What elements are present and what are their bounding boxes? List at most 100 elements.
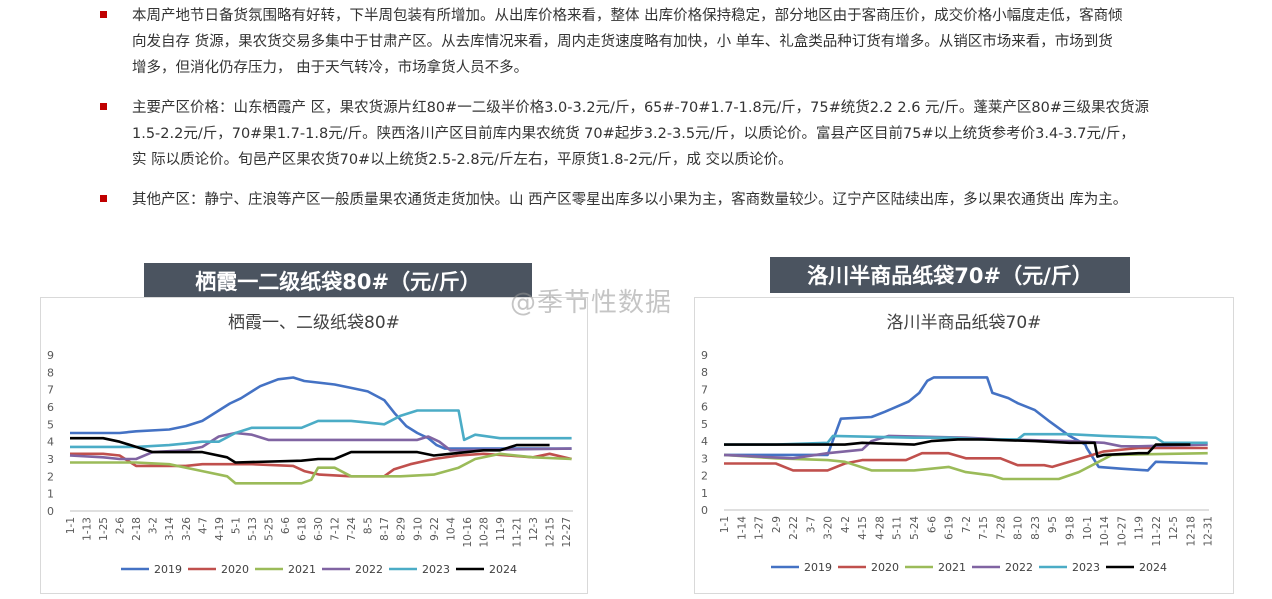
y-tick-label: 5 [47, 418, 54, 431]
x-tick-label: 1-27 [754, 516, 766, 540]
x-tick-label: 6-18 [297, 517, 309, 541]
y-tick-label: 7 [701, 383, 708, 396]
watermark-text: @季节性数据 [510, 288, 673, 318]
y-tick-label: 0 [701, 504, 708, 517]
x-tick-label: 8-5 [363, 517, 375, 534]
x-tick-label: 8-10 [1013, 516, 1025, 540]
y-tick-label: 8 [701, 366, 708, 379]
chart-title: 栖霞一、二级纸袋80# [228, 313, 400, 333]
x-tick-label: 7-28 [995, 516, 1007, 540]
x-tick-label: 7-12 [330, 517, 342, 541]
y-tick-label: 5 [701, 418, 708, 431]
x-tick-label: 12-3 [528, 517, 540, 541]
line-chart-qixia: 栖霞一、二级纸袋80# 0 1 2 3 4 5 6 7 8 9 1-1 1-13 1-25 2-6 2-18 3… [47, 313, 573, 576]
x-tick-label: 1-13 [82, 517, 94, 541]
chart-banner-luochuan: 洛川半商品纸袋70#（元/斤） [770, 257, 1130, 293]
x-tick-label: 6-30 [313, 517, 325, 541]
series-line-2021 [70, 452, 572, 485]
legend-label: 2024 [1139, 561, 1167, 574]
x-tick-label: 12-5 [1168, 516, 1180, 540]
bullet-line: 增多，但消化仍存压力， 由于天气转冷，市场拿货人员不多。 [132, 60, 529, 76]
series-line-2020 [724, 446, 1208, 472]
legend-label: 2019 [804, 561, 832, 574]
bullet-line: 实 际以质论价。旬邑产区果农货70#以上统货2.5-2.8元/斤左右，平原货1.… [132, 152, 793, 168]
series-line-2021 [723, 451, 1208, 481]
y-tick-label: 2 [47, 470, 54, 483]
x-tick-label: 10-27 [1116, 516, 1128, 547]
bullet-item-weekly-summary: 本周产地节日备货氛围略有好转，下半周包装有所增加。从出库价格来看，整体 出库价格… [100, 3, 1240, 81]
x-tick-label: 5-13 [247, 517, 259, 541]
bullet-line: 向发自存 货源，果农货交易多集中于甘肃产区。从去库情况来看，周内走货速度略有加快… [132, 34, 1113, 50]
x-tick-label: 5-1 [230, 517, 242, 534]
x-tick-label: 8-29 [396, 517, 408, 541]
y-tick-label: 7 [47, 384, 54, 397]
x-tick-label: 6-6 [280, 517, 292, 534]
legend-label: 2024 [489, 563, 517, 576]
x-tick-label: 10-14 [1099, 516, 1111, 547]
bullet-square-icon [100, 11, 107, 18]
bullet-square-icon [100, 195, 107, 202]
legend-label: 2019 [154, 563, 182, 576]
x-tick-label: 4-7 [197, 517, 209, 534]
x-tick-label: 8-23 [1030, 516, 1042, 540]
y-tick-label: 3 [701, 452, 708, 465]
x-tick-label: 3-20 [823, 516, 835, 540]
x-tick-label: 9-10 [412, 517, 424, 541]
legend-label: 2020 [221, 563, 249, 576]
x-tick-label: 4-28 [874, 516, 886, 540]
x-tick-label: 10-1 [1082, 516, 1094, 540]
y-tick-label: 4 [701, 435, 708, 448]
bullet-line: 其他产区：静宁、庄浪等产区一般质量果农通货走货加快。山 西产区零星出库多以小果为… [132, 192, 1128, 208]
series-line-2019 [70, 376, 572, 450]
x-tick-label: 11-9 [1134, 516, 1146, 540]
y-tick-label: 2 [701, 470, 708, 483]
x-tick-label: 9-18 [1064, 516, 1076, 540]
x-tick-label: 9-22 [429, 517, 441, 541]
x-tick-label: 12-31 [1203, 516, 1215, 547]
x-tick-label: 4-15 [857, 516, 869, 540]
chart-title: 洛川半商品纸袋70# [887, 313, 1042, 333]
y-tick-label: 4 [47, 436, 54, 449]
y-tick-label: 3 [47, 453, 54, 466]
series-line-2023 [70, 409, 572, 449]
x-tick-label: 2-6 [115, 517, 127, 534]
chart-panel-qixia: 栖霞一、二级纸袋80# 0 1 2 3 4 5 6 7 8 9 1-1 1-13 1-25 2-6 2-18 3… [40, 297, 588, 594]
x-tick-label: 7-2 [961, 516, 973, 533]
x-tick-label: 2-18 [131, 517, 143, 541]
x-tick-label: 10-16 [462, 517, 474, 548]
legend-label: 2022 [1005, 561, 1033, 574]
legend-label: 2021 [288, 563, 316, 576]
legend-label: 2022 [355, 563, 383, 576]
y-tick-label: 9 [701, 349, 708, 362]
legend-label: 2023 [1072, 561, 1100, 574]
y-tick-label: 1 [701, 487, 708, 500]
bullet-square-icon [100, 103, 107, 110]
x-tick-label: 5-24 [909, 516, 921, 540]
bullet-line: 本周产地节日备货氛围略有好转，下半周包装有所增加。从出库价格来看，整体 出库价格… [132, 8, 1123, 24]
x-tick-label: 7-15 [978, 516, 990, 540]
x-tick-label: 1-1 [719, 516, 731, 533]
x-tick-label: 10-28 [478, 517, 490, 548]
x-tick-label: 12-18 [1185, 516, 1197, 547]
series-line-2024 [70, 436, 550, 464]
x-tick-label: 1-1 [65, 517, 77, 534]
x-tick-label: 2-9 [771, 516, 783, 533]
line-chart-luochuan: 洛川半商品纸袋70# 0 1 2 3 4 5 6 7 8 9 1-1 1-14 1-27 2-9 2-22 3-… [701, 313, 1215, 574]
x-tick-label: 12-27 [561, 517, 573, 548]
x-tick-label: 4-2 [840, 516, 852, 533]
x-tick-label: 11-22 [1151, 516, 1163, 547]
legend-label: 2023 [422, 563, 450, 576]
x-tick-label: 6-19 [944, 516, 956, 540]
x-tick-label: 10-4 [445, 517, 457, 541]
bullet-line: 1.5-2.2元/斤，70#果1.7-1.8元/斤。陕西洛川产区目前库内果农统货… [132, 126, 1135, 142]
x-tick-label: 5-11 [892, 516, 904, 540]
x-tick-label: 5-25 [263, 517, 275, 541]
series-line-2020 [70, 452, 572, 478]
x-tick-label: 7-24 [346, 517, 358, 541]
x-tick-label: 3-7 [805, 516, 817, 533]
x-tick-label: 3-14 [164, 517, 176, 541]
x-tick-label: 6-6 [926, 516, 938, 533]
y-tick-label: 6 [701, 401, 708, 414]
y-tick-label: 0 [47, 505, 54, 518]
chart-banner-qixia: 栖霞一二级纸袋80#（元/斤） [144, 263, 532, 299]
